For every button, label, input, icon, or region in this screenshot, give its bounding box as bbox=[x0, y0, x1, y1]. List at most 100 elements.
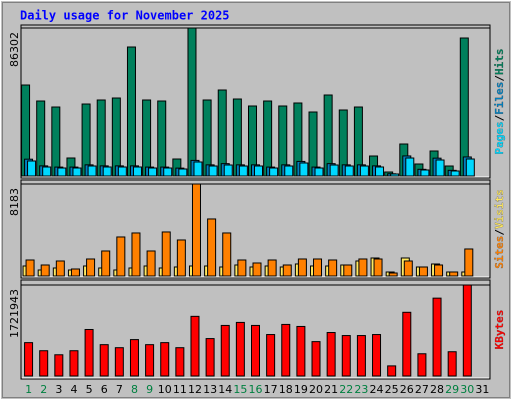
legend: Pages/Files/Hits bbox=[493, 49, 506, 155]
bar bbox=[299, 162, 309, 177]
bar bbox=[447, 351, 457, 377]
x-tick-label: 30 bbox=[460, 383, 474, 396]
bar bbox=[252, 262, 262, 277]
bar bbox=[142, 99, 152, 177]
bar bbox=[160, 342, 170, 377]
bar bbox=[175, 347, 185, 377]
bar bbox=[163, 167, 173, 177]
y-tick-label: 1721943 bbox=[8, 289, 21, 338]
bar bbox=[308, 111, 318, 177]
bar bbox=[462, 284, 472, 377]
bar bbox=[187, 27, 197, 177]
chart-title: Daily usage for November 2025 bbox=[20, 9, 230, 23]
legend-entry: Visits bbox=[493, 189, 506, 229]
legend-entry: Files bbox=[493, 82, 506, 115]
x-tick-label: 28 bbox=[430, 383, 444, 396]
bar bbox=[101, 250, 111, 277]
bar bbox=[281, 323, 291, 377]
legend-entry: Sites bbox=[493, 236, 506, 269]
bar bbox=[373, 258, 383, 277]
bar bbox=[131, 232, 141, 277]
bar bbox=[222, 232, 232, 277]
bar bbox=[116, 236, 126, 277]
bar bbox=[269, 167, 279, 177]
x-tick-label: 1 bbox=[25, 383, 32, 396]
bar bbox=[87, 165, 97, 177]
x-tick-label: 10 bbox=[158, 383, 172, 396]
x-tick-label: 11 bbox=[173, 383, 187, 396]
x-tick-label: 31 bbox=[475, 383, 489, 396]
x-tick-label: 22 bbox=[339, 383, 353, 396]
bar bbox=[311, 341, 321, 377]
x-tick-label: 17 bbox=[264, 383, 278, 396]
bar bbox=[40, 264, 50, 277]
bar bbox=[435, 159, 445, 177]
x-tick-label: 7 bbox=[116, 383, 123, 396]
bar bbox=[223, 164, 233, 177]
legend: KBytes bbox=[493, 310, 506, 350]
bar bbox=[55, 260, 65, 277]
legend-entry: Hits bbox=[493, 49, 506, 76]
bar bbox=[208, 165, 218, 177]
x-tick-label: 4 bbox=[70, 383, 77, 396]
x-tick-label: 5 bbox=[86, 383, 93, 396]
bar bbox=[375, 166, 385, 177]
x-tick-label: 27 bbox=[415, 383, 429, 396]
bar bbox=[193, 161, 203, 177]
bar bbox=[70, 268, 80, 277]
bar bbox=[176, 239, 186, 277]
bar bbox=[267, 259, 277, 277]
bar bbox=[449, 271, 459, 277]
bar bbox=[297, 258, 307, 277]
bar bbox=[237, 259, 247, 277]
x-tick-label: 19 bbox=[294, 383, 308, 396]
legend-separator: / bbox=[493, 75, 506, 82]
bar bbox=[132, 166, 142, 177]
bar bbox=[313, 258, 323, 277]
bar bbox=[27, 160, 37, 177]
bar bbox=[145, 344, 155, 377]
bar bbox=[328, 259, 338, 277]
bar bbox=[314, 167, 324, 177]
bar bbox=[39, 350, 49, 377]
bar bbox=[434, 264, 444, 277]
bar bbox=[282, 264, 292, 277]
bar bbox=[296, 325, 306, 377]
bar bbox=[24, 342, 34, 377]
bar bbox=[190, 315, 200, 377]
bar bbox=[102, 166, 112, 177]
bar bbox=[254, 165, 263, 177]
bar bbox=[157, 100, 167, 177]
legend-entry: KBytes bbox=[493, 310, 506, 350]
x-tick-label: 3 bbox=[55, 383, 62, 396]
bar bbox=[129, 339, 139, 377]
bar bbox=[402, 311, 412, 377]
bar bbox=[326, 332, 336, 377]
bar bbox=[238, 165, 248, 177]
bar bbox=[388, 272, 398, 277]
bar bbox=[372, 334, 382, 377]
x-tick-label: 9 bbox=[146, 383, 153, 396]
y-tick-label: 8183 bbox=[8, 188, 21, 216]
x-tick-label: 14 bbox=[218, 383, 232, 396]
bar bbox=[251, 324, 260, 377]
x-tick-label: 21 bbox=[324, 383, 338, 396]
bar bbox=[263, 100, 273, 177]
bar bbox=[420, 169, 430, 177]
y-tick-label: 86302 bbox=[8, 32, 21, 67]
x-tick-label: 13 bbox=[203, 383, 217, 396]
bar bbox=[405, 157, 415, 177]
bar bbox=[36, 100, 46, 177]
bar bbox=[146, 250, 156, 277]
bar bbox=[284, 165, 294, 177]
x-tick-label: 2 bbox=[40, 383, 47, 396]
bar bbox=[117, 166, 127, 177]
bar bbox=[390, 173, 400, 177]
legend-separator: / bbox=[493, 229, 506, 236]
bar bbox=[418, 266, 428, 277]
legend: Sites/Visits bbox=[493, 189, 506, 269]
bar bbox=[114, 347, 124, 377]
legend-separator: / bbox=[493, 114, 506, 121]
